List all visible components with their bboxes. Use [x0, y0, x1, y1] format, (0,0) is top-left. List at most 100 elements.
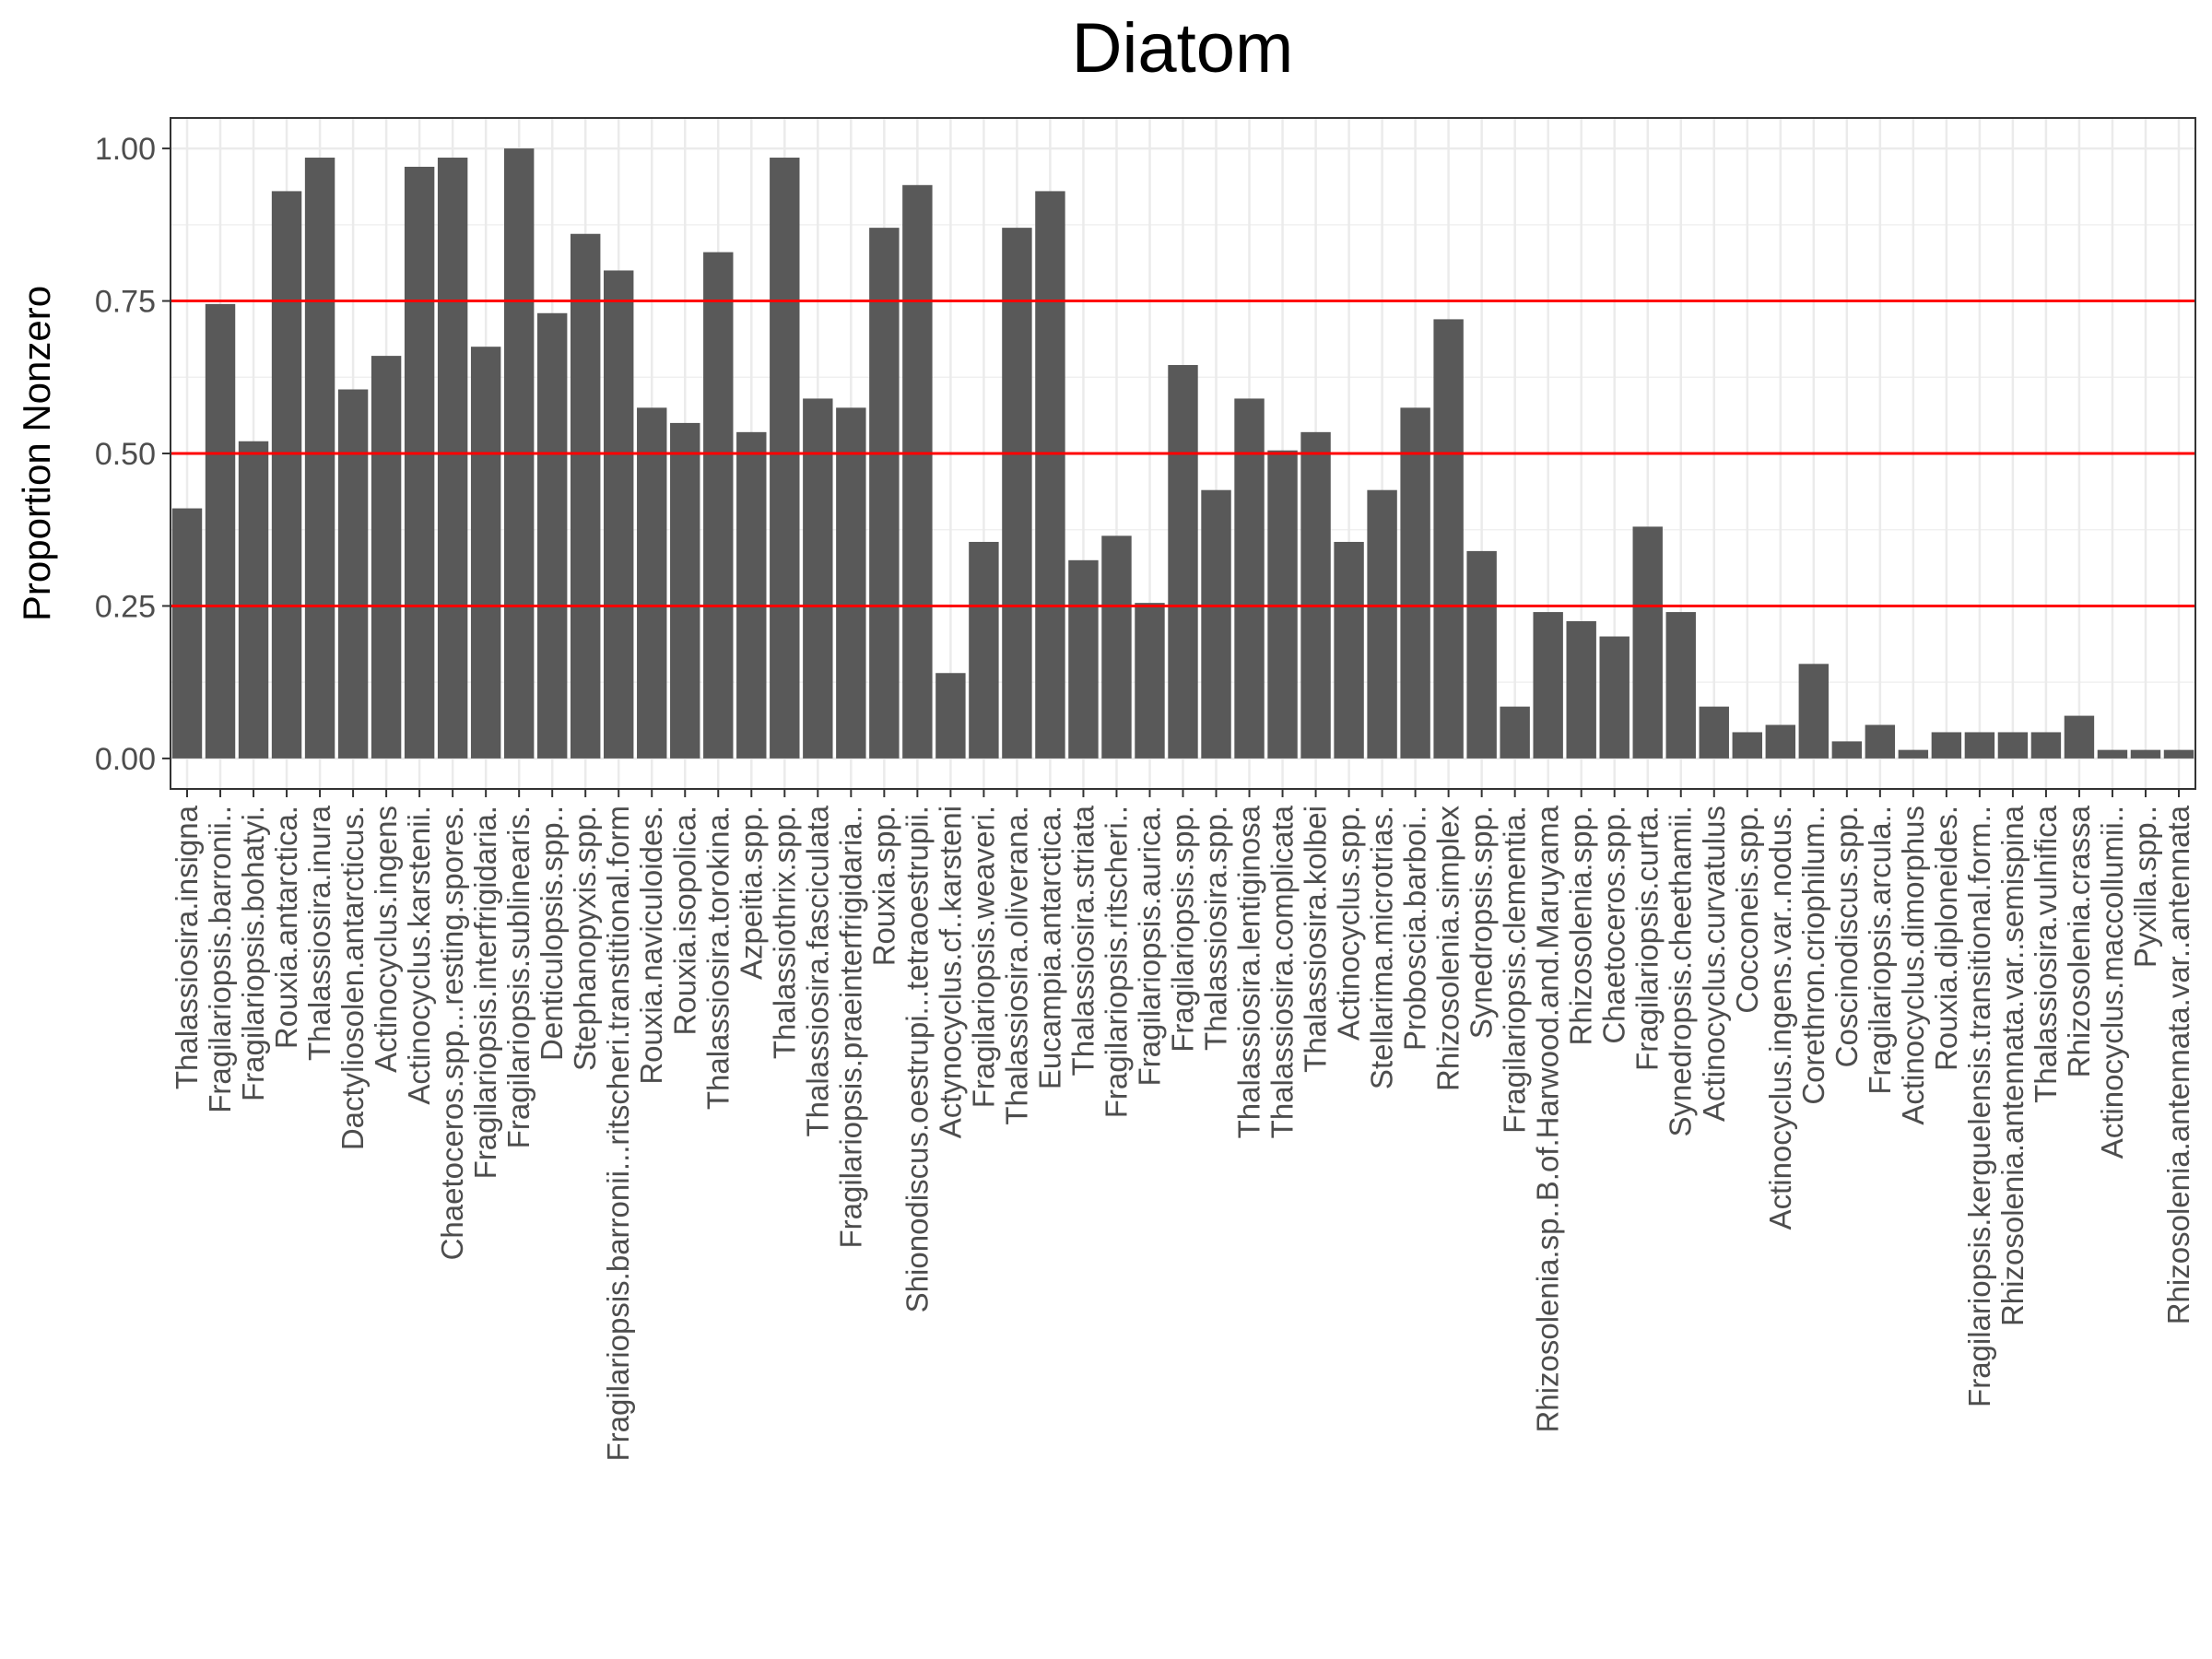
bar: [1665, 612, 1696, 759]
bar: [1632, 526, 1663, 759]
bar: [2030, 732, 2062, 759]
x-tick-label: Fragilariopsis.barronii..: [203, 806, 237, 1113]
bar: [536, 312, 568, 759]
bar: [205, 303, 236, 759]
x-tick-label: Fragilariopsis.interfrigidaria.: [468, 806, 502, 1179]
bar: [2064, 715, 2095, 759]
bar: [1035, 191, 1065, 759]
x-tick-label: Rhizosolenia.simplex: [1431, 806, 1465, 1091]
x-tick-label: Rhizosolenia.sp..B.of.Harwood.and.Maruya…: [1531, 805, 1565, 1432]
bar: [1898, 749, 1929, 759]
bar: [1931, 732, 1962, 759]
bar: [437, 158, 468, 759]
x-tick-label: Fragilariopsis.praeinterfrigidaria..: [833, 806, 867, 1249]
x-tick-label: Thalassiosira.torokina.: [700, 806, 735, 1110]
bar: [1400, 407, 1430, 759]
bar: [1234, 398, 1265, 759]
bar: [770, 158, 800, 759]
bar: [1334, 541, 1364, 759]
bar: [836, 407, 866, 759]
x-tick-label: Chaetoceros.spp...resting.spores.: [435, 806, 469, 1260]
x-tick-label: Cocconeis.spp.: [1730, 806, 1764, 1014]
bar: [670, 422, 700, 759]
x-tick-label: Thalassiosira.lentiginosa: [1232, 805, 1266, 1138]
bars: [171, 148, 2194, 759]
bar: [1002, 228, 1032, 759]
bar: [736, 431, 767, 759]
bar: [271, 191, 302, 759]
bar: [637, 407, 667, 759]
bar: [2163, 749, 2194, 759]
bar: [1765, 724, 1796, 759]
x-tick-label: Actinocyclus.curvatulus: [1697, 806, 1731, 1122]
x-tick-label: Coscinodiscus.spp.: [1830, 806, 1864, 1067]
x-tick-label: Thalassiosira.oliverana.: [999, 806, 1033, 1125]
bar: [1135, 603, 1165, 759]
bar: [1267, 450, 1298, 759]
bar: [935, 673, 966, 759]
bar: [1997, 732, 2029, 759]
y-tick-label: 1.00: [95, 132, 156, 167]
x-tick-label: Dactyliosolen.antarcticus.: [335, 806, 370, 1150]
bar: [171, 508, 203, 759]
bar: [1068, 559, 1099, 759]
x-tick-label: Proboscia.barboi..: [1398, 806, 1432, 1051]
bar: [1168, 365, 1198, 759]
x-tick-label: Fragilariopsis.spp.: [1166, 806, 1200, 1053]
x-tick-label: Fragilariopsis.barronii...ritscheri.tran…: [601, 806, 635, 1462]
x-tick-label: Rhizosolenia.spp.: [1564, 806, 1598, 1046]
bar: [1566, 621, 1596, 759]
x-tick-label: Thalassiosira.complicata: [1265, 805, 1300, 1138]
bar: [1533, 612, 1563, 759]
x-tick-label: Denticulopsis.spp..: [535, 806, 569, 1061]
x-tick-label: Rouxia.antarctica.: [269, 806, 303, 1049]
x-tick-label: Rhizosolenia.crassa: [2062, 805, 2096, 1077]
x-tick-label: Thalassiosira.inura: [302, 805, 336, 1061]
x-tick-label: Rouxia.diploneides.: [1929, 806, 1963, 1071]
bar: [1599, 636, 1630, 759]
reference-lines: [171, 300, 2195, 607]
x-tick-label: Thalassiosira.kolbei: [1299, 806, 1333, 1073]
x-tick-label: Fragilariopsis.kerguelensis.transitional…: [1962, 806, 1996, 1407]
bar: [1367, 489, 1397, 759]
y-axis: 0.00 0.25 0.50 0.75 1.00: [95, 132, 171, 777]
bar: [1300, 431, 1331, 759]
x-tick-label: Actinocyclus.spp.: [1332, 806, 1366, 1041]
bar: [1831, 741, 1863, 759]
x-tick-label: Shionodiscus.oestrupi...tetraoestrupii.: [900, 806, 934, 1312]
x-tick-label: Actinocyclus.ingens: [369, 806, 403, 1073]
x-tick-label: Eucampia.antarctica.: [1032, 806, 1066, 1089]
x-tick-label: Pyxilla.spp..: [2128, 806, 2162, 968]
x-tick-label: Stellarima.microtrias.: [1365, 806, 1399, 1089]
bar: [969, 541, 999, 759]
x-tick-label: Synedropsis.cheethamii.: [1664, 806, 1698, 1137]
bar: [1699, 706, 1729, 759]
x-tick-label: Fragilariopsis.bohatyi.: [236, 806, 270, 1101]
bar: [1433, 319, 1464, 759]
x-tick-label: Rhizosolenia.antennata.var..antennata: [2161, 805, 2195, 1324]
x-tick-label: Fragilariopsis.curta.: [1630, 806, 1665, 1071]
y-tick-label: 0.50: [95, 437, 156, 472]
x-tick-label: Actynocyclus.cf..karsteni: [933, 806, 967, 1138]
bar: [1500, 706, 1530, 759]
x-tick-label: Stephanopyxis.spp.: [568, 806, 602, 1071]
bar: [869, 228, 900, 759]
x-tick-label: Rouxia.isopolica.: [667, 806, 701, 1035]
y-tick-label: 0.25: [95, 589, 156, 624]
x-tick-label: Thalassiothrix.spp.: [767, 806, 801, 1059]
x-tick-label: Thalassiosira.striata: [1065, 805, 1100, 1076]
x-tick-label: Azpeitia.spp.: [734, 806, 768, 980]
x-tick-label: Actinocyclus.dimorphus: [1896, 806, 1930, 1125]
bar: [1865, 724, 1896, 759]
bar: [902, 184, 933, 759]
x-tick-label: Corethron.criophilum..: [1796, 806, 1830, 1105]
bar: [570, 233, 601, 759]
x-tick-label: Thalassiosira.vulnifica: [2029, 805, 2063, 1102]
x-tick-label: Fragilariopsis.arcula..: [1863, 806, 1897, 1095]
x-tick-label: Actinocyclus.maccollumii..: [2095, 806, 2129, 1159]
y-tick-label: 0.00: [95, 742, 156, 777]
y-axis-title: Proportion Nonzero: [15, 286, 58, 621]
x-tick-label: Actinocyclus.karstenii.: [402, 806, 436, 1105]
plot-panel-border: [170, 117, 2196, 790]
